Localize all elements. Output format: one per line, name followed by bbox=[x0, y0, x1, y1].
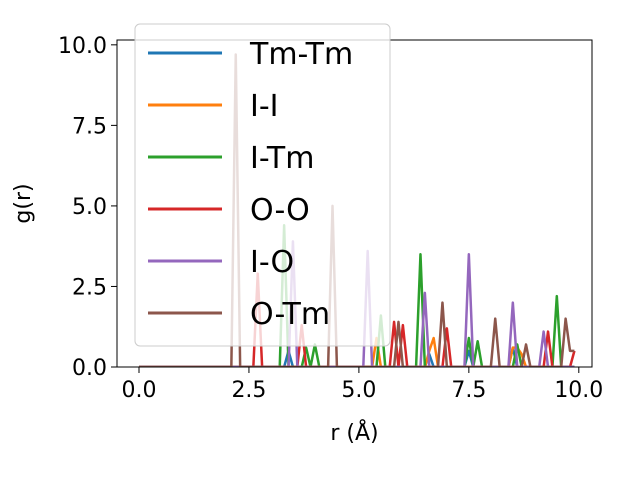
x-tick-label: 7.5 bbox=[451, 378, 486, 403]
legend-label: I-Tm bbox=[250, 141, 314, 176]
y-axis: 0.0 2.5 5.0 7.5 10.0 bbox=[58, 34, 117, 381]
legend-label: I-O bbox=[250, 245, 294, 280]
x-tick-label: 10.0 bbox=[554, 378, 603, 403]
y-axis-label: g(r) bbox=[11, 183, 36, 223]
x-axis-label: r (Å) bbox=[330, 419, 378, 446]
y-tick-label: 7.5 bbox=[72, 114, 107, 139]
x-tick-label: 0.0 bbox=[121, 378, 156, 403]
y-tick-label: 10.0 bbox=[58, 34, 107, 59]
legend: Tm-Tm I-I I-Tm O-O I-O O-Tm bbox=[134, 23, 391, 347]
x-tick-label: 5.0 bbox=[341, 378, 376, 403]
y-tick-label: 2.5 bbox=[72, 275, 107, 300]
legend-label: I-I bbox=[250, 89, 279, 124]
y-tick-label: 5.0 bbox=[72, 195, 107, 220]
legend-label: Tm-Tm bbox=[249, 37, 353, 72]
legend-label: O-O bbox=[250, 193, 310, 228]
legend-label: O-Tm bbox=[250, 297, 330, 332]
y-tick-label: 0.0 bbox=[72, 356, 107, 381]
x-tick-label: 2.5 bbox=[231, 378, 266, 403]
x-axis: 0.0 2.5 5.0 7.5 10.0 bbox=[121, 367, 603, 403]
